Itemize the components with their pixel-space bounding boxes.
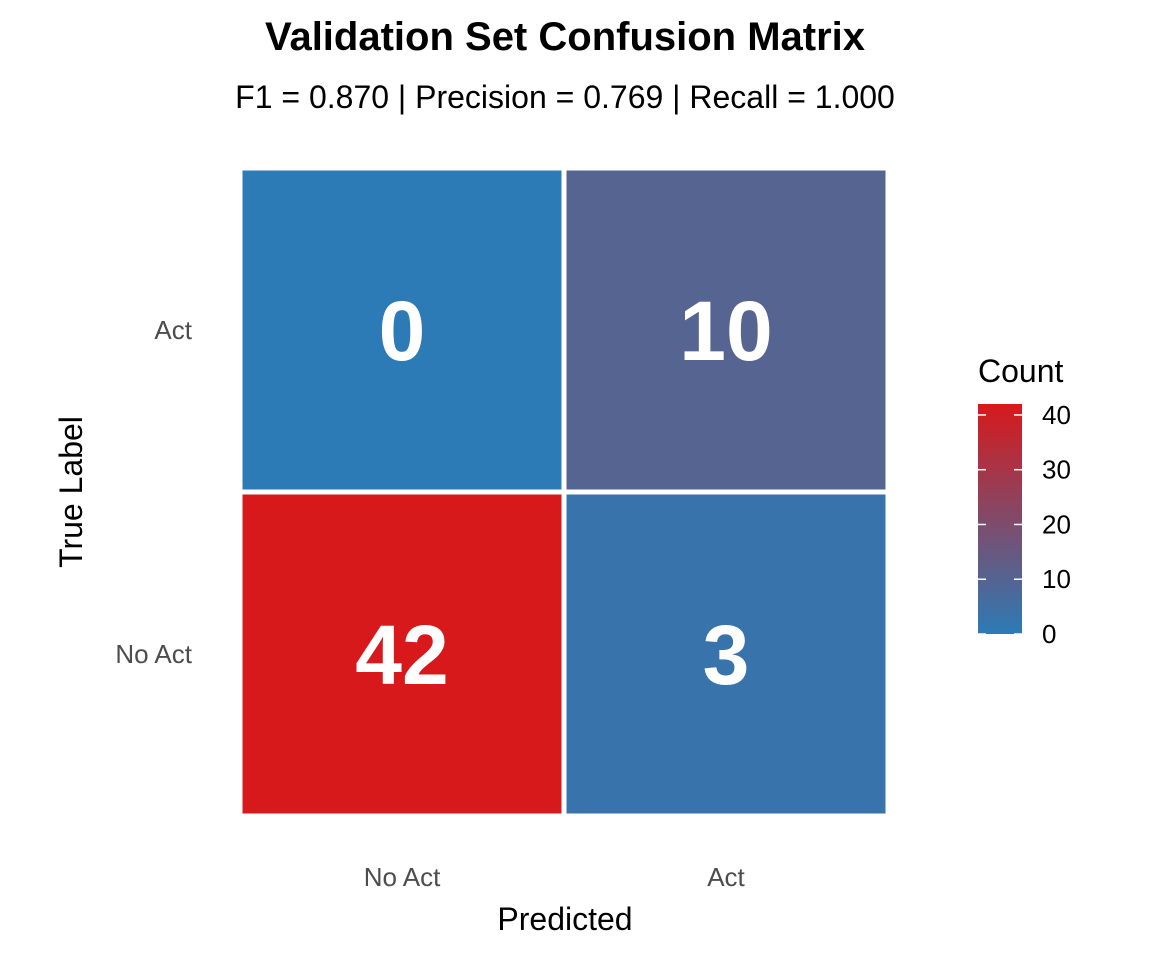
y-axis-title: True Label <box>53 416 89 568</box>
legend-ticks: 0 10 20 30 40 <box>978 400 1071 649</box>
heatmap-cell-true-act-pred-no-act <box>242 170 562 490</box>
heatmap-cells: 0 10 42 3 <box>242 170 886 814</box>
y-tick-label: Act <box>154 315 192 345</box>
color-legend: Count 0 10 20 30 40 <box>978 353 1071 649</box>
x-axis-ticks: No Act Act <box>364 862 746 892</box>
cell-value-label: 0 <box>379 284 426 378</box>
legend-tick-label: 20 <box>1042 509 1071 539</box>
chart-subtitle: F1 = 0.870 | Precision = 0.769 | Recall … <box>235 79 895 115</box>
y-tick-label: No Act <box>115 639 192 669</box>
cell-value-label: 3 <box>703 608 750 702</box>
heatmap-cell-true-no-act-pred-no-act <box>242 494 562 814</box>
legend-colorbar <box>978 404 1022 634</box>
legend-tick-label: 40 <box>1042 400 1071 430</box>
legend-tick-label: 10 <box>1042 564 1071 594</box>
legend-title: Count <box>978 353 1064 389</box>
heatmap-cell-true-act-pred-act <box>566 170 886 490</box>
cell-value-label: 10 <box>679 284 772 378</box>
chart-title: Validation Set Confusion Matrix <box>265 15 865 59</box>
x-tick-label: Act <box>707 862 745 892</box>
legend-tick-label: 30 <box>1042 455 1071 485</box>
y-axis-ticks: No Act Act <box>115 315 192 669</box>
x-axis-title: Predicted <box>497 901 632 937</box>
heatmap-cell-true-no-act-pred-act <box>566 494 886 814</box>
cell-value-label: 42 <box>355 608 448 702</box>
legend-tick-label: 0 <box>1042 619 1056 649</box>
x-tick-label: No Act <box>364 862 441 892</box>
